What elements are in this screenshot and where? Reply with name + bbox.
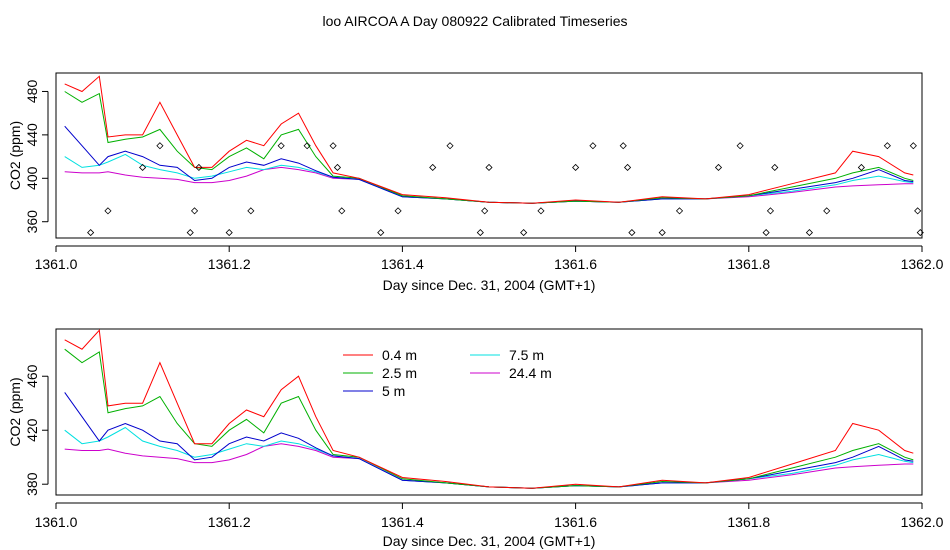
marker-point bbox=[186, 229, 194, 237]
series-line-1 bbox=[64, 329, 914, 489]
marker-point bbox=[762, 229, 770, 237]
legend-label: 7.5 m bbox=[509, 347, 544, 363]
marker-point bbox=[377, 229, 385, 237]
legend-label: 0.4 m bbox=[382, 347, 417, 363]
marker-point bbox=[766, 207, 775, 215]
y-tick-label: 420 bbox=[24, 418, 40, 442]
x-tick-label: 1362.0 bbox=[901, 514, 944, 530]
x-tick-label: 1361.4 bbox=[381, 256, 424, 272]
series-line-2 bbox=[64, 348, 914, 489]
marker-point bbox=[394, 207, 402, 215]
marker-point bbox=[658, 229, 666, 237]
marker-point bbox=[429, 163, 437, 172]
y-tick-label: 480 bbox=[24, 80, 40, 104]
marker-point bbox=[805, 229, 813, 237]
marker-point bbox=[277, 142, 285, 150]
marker-point bbox=[104, 207, 112, 215]
marker-point bbox=[485, 163, 493, 172]
marker-point bbox=[87, 229, 95, 237]
marker-point bbox=[303, 142, 311, 150]
plot-frame bbox=[55, 72, 923, 239]
series-group bbox=[64, 75, 914, 204]
x-tick-label: 1361.2 bbox=[208, 514, 251, 530]
x-axis-label: Day since Dec. 31, 2004 (GMT+1) bbox=[383, 533, 596, 549]
x-tick-label: 1361.4 bbox=[381, 514, 424, 530]
x-tick-label: 1361.6 bbox=[554, 256, 597, 272]
marker-point bbox=[675, 207, 684, 215]
marker-point bbox=[589, 142, 597, 150]
marker-point bbox=[156, 142, 164, 150]
marker-point bbox=[329, 142, 337, 150]
marker-point bbox=[909, 142, 917, 150]
marker-point bbox=[619, 142, 627, 150]
chart-panel-1: 1361.0 1361.2 1361.4 1361.6 1361.8 1362.0 Day … bbox=[7, 72, 944, 293]
marker-point bbox=[916, 229, 924, 237]
marker-point bbox=[823, 207, 831, 215]
series-line-5 bbox=[64, 166, 914, 204]
y-tick-label: 380 bbox=[24, 472, 40, 496]
marker-point bbox=[247, 207, 255, 215]
marker-point bbox=[139, 163, 147, 172]
marker-point bbox=[520, 229, 528, 237]
marker-point bbox=[446, 142, 454, 150]
y-tick-label: 360 bbox=[24, 210, 40, 234]
chart-panel-2: 1361.0 1361.2 1361.4 1361.6 1361.8 1362.0 Day … bbox=[7, 328, 944, 549]
y-tick-label: 460 bbox=[24, 364, 40, 388]
x-tick-label: 1361.6 bbox=[554, 514, 597, 530]
x-tick-label: 1361.0 bbox=[35, 256, 78, 272]
x-tick-label: 1361.8 bbox=[727, 514, 770, 530]
series-line-2 bbox=[64, 91, 914, 204]
marker-point bbox=[333, 163, 342, 172]
series-line-3 bbox=[64, 125, 914, 204]
x-tick-label: 1361.0 bbox=[35, 514, 78, 530]
plot-frame bbox=[55, 328, 923, 496]
marker-point bbox=[572, 163, 580, 172]
y-tick-label: 440 bbox=[24, 123, 40, 147]
marker-point bbox=[481, 207, 489, 215]
x-tick-label: 1362.0 bbox=[901, 256, 944, 272]
marker-point bbox=[623, 163, 632, 172]
marker-point bbox=[914, 207, 922, 215]
y-axis-label: CO2 (ppm) bbox=[7, 377, 23, 446]
legend-label: 2.5 m bbox=[382, 365, 417, 381]
marker-point bbox=[883, 142, 891, 150]
y-axis-label: CO2 (ppm) bbox=[7, 121, 23, 190]
marker-point bbox=[714, 163, 723, 172]
series-line-5 bbox=[64, 443, 914, 489]
marker-point bbox=[190, 207, 199, 215]
figure-title: loo AIRCOA A Day 080922 Calibrated Times… bbox=[322, 13, 627, 29]
y-tick-label: 400 bbox=[24, 166, 40, 190]
marker-point bbox=[736, 142, 744, 150]
marker-point bbox=[628, 229, 636, 237]
marker-point bbox=[225, 229, 233, 237]
x-axis-label: Day since Dec. 31, 2004 (GMT+1) bbox=[383, 277, 596, 293]
legend-label: 24.4 m bbox=[509, 365, 552, 381]
legend-label: 5 m bbox=[382, 383, 405, 399]
marker-point bbox=[537, 207, 545, 215]
series-group bbox=[64, 329, 914, 489]
marker-point bbox=[857, 163, 865, 172]
x-tick-label: 1361.2 bbox=[208, 256, 251, 272]
x-tick-label: 1361.8 bbox=[727, 256, 770, 272]
marker-point bbox=[476, 229, 484, 237]
marker-point bbox=[195, 163, 203, 172]
series-line-1 bbox=[64, 75, 914, 204]
series-line-3 bbox=[64, 392, 914, 489]
marker-point bbox=[338, 207, 346, 215]
marker-point bbox=[771, 163, 779, 172]
